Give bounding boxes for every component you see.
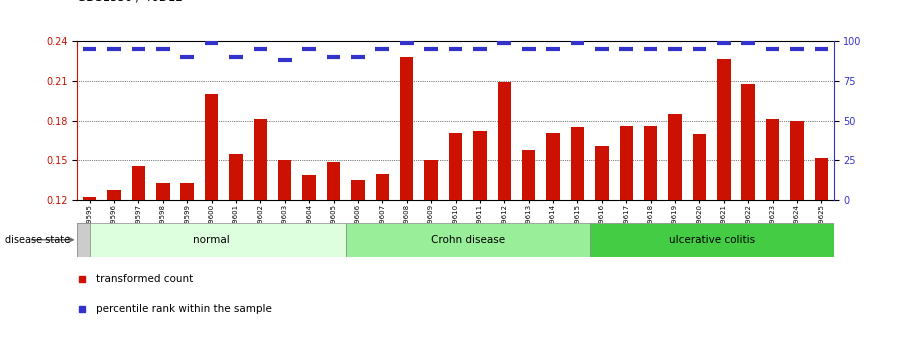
- Bar: [790, 121, 804, 200]
- Bar: [107, 189, 121, 200]
- Bar: [717, 59, 731, 200]
- Bar: [522, 150, 536, 200]
- Bar: [497, 82, 511, 200]
- Bar: [180, 183, 194, 200]
- Bar: [278, 160, 292, 200]
- Bar: [766, 119, 779, 200]
- Bar: [473, 131, 486, 200]
- Text: transformed count: transformed count: [96, 274, 193, 284]
- Text: GDS1330 / 46D12: GDS1330 / 46D12: [77, 0, 183, 3]
- Bar: [644, 126, 658, 200]
- Bar: [547, 132, 559, 200]
- Bar: [302, 175, 316, 200]
- Bar: [571, 127, 584, 200]
- Bar: [352, 180, 364, 200]
- Bar: [253, 119, 267, 200]
- Bar: [619, 126, 633, 200]
- Bar: [669, 114, 681, 200]
- Bar: [77, 223, 346, 257]
- Bar: [400, 57, 414, 200]
- Bar: [742, 84, 755, 200]
- Bar: [346, 223, 589, 257]
- Text: percentile rank within the sample: percentile rank within the sample: [96, 304, 271, 314]
- Bar: [814, 158, 828, 200]
- Bar: [83, 197, 97, 200]
- Bar: [589, 223, 834, 257]
- Bar: [230, 154, 242, 200]
- Bar: [327, 162, 340, 200]
- Text: disease state: disease state: [5, 235, 69, 245]
- Bar: [132, 166, 145, 200]
- Bar: [449, 132, 462, 200]
- Bar: [595, 146, 609, 200]
- Text: ulcerative colitis: ulcerative colitis: [669, 235, 754, 245]
- Bar: [425, 160, 438, 200]
- Bar: [375, 174, 389, 200]
- Bar: [156, 183, 169, 200]
- Bar: [77, 223, 89, 257]
- Bar: [205, 94, 219, 200]
- Text: Crohn disease: Crohn disease: [431, 235, 505, 245]
- Text: normal: normal: [193, 235, 230, 245]
- Bar: [692, 134, 706, 200]
